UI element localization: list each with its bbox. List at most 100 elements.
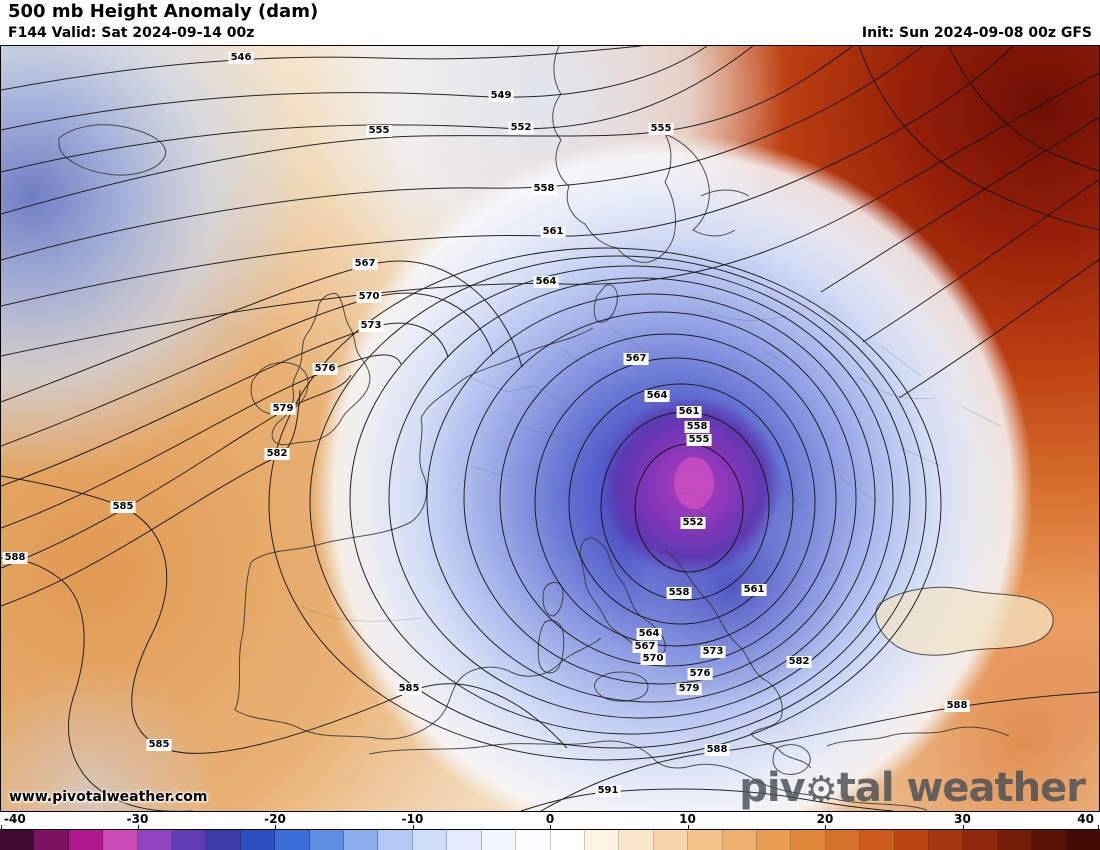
colorbar-segment — [172, 830, 207, 850]
colorbar-tick-40: 40 — [1077, 812, 1094, 826]
map-canvas: 546 549 552 555 555 558 561 564 567 570 573 576 579 5… — [0, 45, 1100, 812]
contour-label-567: 567 — [623, 353, 649, 365]
contour-label-546: 546 — [228, 52, 254, 64]
country-borders — [300, 307, 1002, 622]
contour-label-588: 588 — [2, 552, 28, 564]
colorbar-gradient — [0, 829, 1100, 850]
colorbar-tickmark — [825, 825, 826, 830]
valid-time: F144 Valid: Sat 2024-09-14 00z — [8, 25, 255, 41]
colorbar-segment — [309, 830, 345, 850]
contour-label-552: 552 — [508, 122, 534, 134]
contour-label-555: 555 — [366, 125, 392, 137]
contour-label-582: 582 — [786, 656, 812, 668]
colorbar-segment — [240, 830, 276, 850]
colorbar-ticks: -40 -30 -20 -10 0 10 20 30 40 — [0, 812, 1100, 830]
colorbar-segment — [68, 830, 104, 850]
colorbar-segment — [378, 830, 413, 850]
contour-label-576: 576 — [312, 363, 338, 375]
contour-label-564: 564 — [644, 390, 670, 402]
colorbar-segment — [275, 830, 310, 850]
contour-label-576: 576 — [687, 668, 713, 680]
colorbar-segment — [137, 830, 173, 850]
contour-label-585: 585 — [396, 683, 422, 695]
contour-label-579: 579 — [676, 683, 702, 695]
colorbar-tickmark — [275, 825, 276, 830]
colorbar-segment — [860, 830, 895, 850]
contour-label-561: 561 — [741, 584, 767, 596]
colorbar-segment — [1066, 830, 1100, 850]
colorbar-segment — [791, 830, 826, 850]
colorbar-tick-0: 0 — [545, 812, 555, 826]
colorbar-segment — [516, 830, 551, 850]
brand-text-right: tal weather — [836, 765, 1086, 811]
contour-label-564: 564 — [636, 628, 662, 640]
colorbar-segment — [412, 830, 448, 850]
colorbar-segment — [894, 830, 929, 850]
colorbar-tickmark — [962, 825, 964, 830]
colorbar-segment — [34, 830, 69, 850]
contour-label-579: 579 — [270, 403, 296, 415]
colorbar-tickmark — [550, 825, 551, 830]
colorbar-segment — [103, 830, 138, 850]
colorbar-tick-10: 10 — [679, 812, 696, 826]
colorbar-tick--30: -30 — [126, 812, 149, 826]
gear-icon: ⚙ — [804, 768, 838, 811]
colorbar: -40 -30 -20 -10 0 10 20 30 40 — [0, 812, 1100, 850]
brand-logo: piv⚙tal weather — [739, 765, 1086, 811]
colorbar-tickmark — [412, 825, 414, 830]
contour-label-555: 555 — [648, 123, 674, 135]
contour-label-585: 585 — [146, 739, 172, 751]
contour-label-570: 570 — [356, 291, 382, 303]
colorbar-tick--20: -20 — [264, 812, 286, 826]
contour-label-558: 558 — [684, 421, 710, 433]
contour-label-588: 588 — [944, 700, 970, 712]
coastlines — [58, 46, 1054, 811]
colorbar-tick-20: 20 — [816, 812, 834, 826]
colorbar-segment — [206, 830, 241, 850]
colorbar-tickmark — [1, 825, 2, 830]
colorbar-tick--10: -10 — [401, 812, 424, 826]
contour-label-573: 573 — [700, 646, 726, 658]
contour-label-582: 582 — [264, 448, 290, 460]
colorbar-segment — [825, 830, 861, 850]
contour-label-561: 561 — [676, 406, 702, 418]
colorbar-segment — [0, 830, 35, 850]
colorbar-segment — [447, 830, 482, 850]
colorbar-segment — [997, 830, 1033, 850]
contour-label-573: 573 — [358, 320, 384, 332]
contour-label-564: 564 — [533, 276, 559, 288]
contour-label-591: 591 — [595, 785, 621, 797]
anomaly-field-svg — [1, 46, 1099, 811]
colorbar-segment — [619, 830, 654, 850]
colorbar-segment — [963, 830, 998, 850]
colorbar-segment — [722, 830, 757, 850]
colorbar-segment — [1032, 830, 1067, 850]
colorbar-tick--40: -40 — [4, 812, 26, 826]
colorbar-tick-30: 30 — [954, 812, 971, 826]
contour-label-558: 558 — [666, 587, 692, 599]
contour-label-558: 558 — [531, 183, 557, 195]
contour-label-567: 567 — [352, 258, 378, 270]
colorbar-segment — [481, 830, 517, 850]
contour-labels-layer: 546 549 552 555 555 558 561 564 567 570 573 576 579 5… — [1, 46, 1099, 811]
anomaly-shading — [1, 46, 1099, 811]
contour-label-552: 552 — [680, 517, 706, 529]
init-time: Init: Sun 2024-09-08 00z GFS — [861, 25, 1092, 41]
contour-label-561: 561 — [540, 226, 566, 238]
colorbar-segment — [688, 830, 723, 850]
contour-label-549: 549 — [488, 90, 514, 102]
contour-label-585: 585 — [110, 501, 136, 513]
colorbar-segment — [653, 830, 689, 850]
colorbar-tickmark — [137, 825, 139, 830]
brand-text-left: piv — [739, 765, 805, 811]
colorbar-tickmark — [687, 825, 689, 830]
contour-lines — [1, 46, 1099, 811]
watermark: www.pivotalweather.com — [9, 789, 208, 805]
contour-label-555: 555 — [686, 434, 712, 446]
colorbar-segment — [756, 830, 792, 850]
colorbar-segment — [344, 830, 379, 850]
contour-label-567: 567 — [632, 641, 658, 653]
contour-label-570: 570 — [640, 653, 666, 665]
map-title: 500 mb Height Anomaly (dam) — [8, 1, 319, 22]
